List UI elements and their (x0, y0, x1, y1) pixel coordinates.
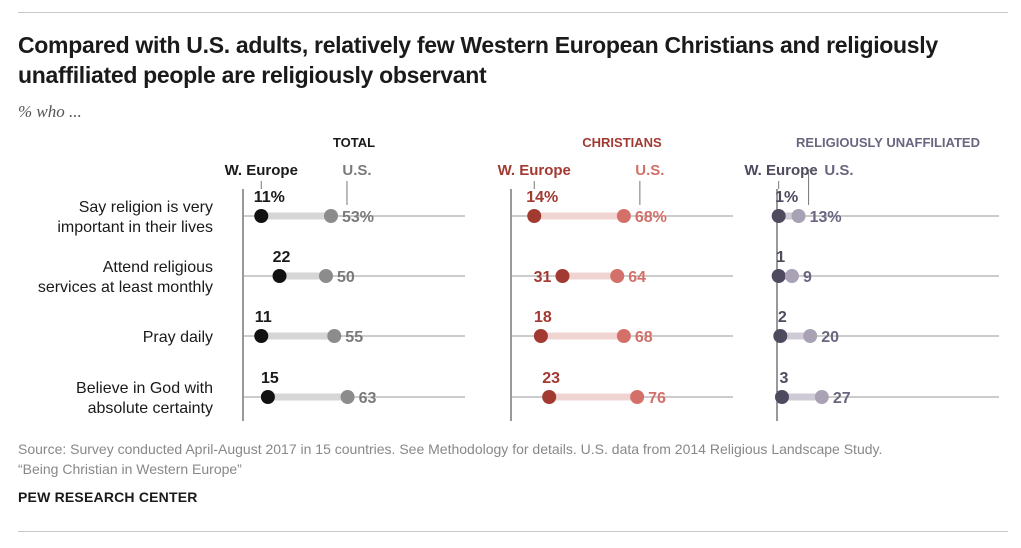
europe-dot (773, 329, 788, 343)
bottom-rule (18, 531, 1008, 532)
us-value-label: 50 (337, 269, 355, 286)
us-dot (327, 329, 342, 343)
us-value-label: 76 (648, 390, 666, 407)
europe-value-label: 15 (261, 370, 279, 387)
us-value-label: 9 (803, 269, 812, 286)
source-note: Source: Survey conducted April-August 20… (18, 439, 998, 479)
us-dot (814, 390, 829, 404)
europe-value-label: 11 (255, 309, 272, 326)
us-dot (784, 269, 799, 283)
europe-value-label: 2 (778, 309, 787, 326)
us-value-label: 13% (810, 209, 842, 226)
europe-dot (254, 329, 269, 343)
us-dot (616, 209, 631, 223)
legend-us-label: U.S. (824, 162, 853, 179)
europe-value-label: 23 (542, 370, 560, 387)
legend-us-leader (808, 169, 817, 205)
europe-dot (774, 390, 789, 404)
us-dot (791, 209, 806, 223)
source-line-2: “Being Christian in Western Europe” (18, 461, 242, 477)
category-label: Pray daily (143, 329, 213, 346)
chart-title: Compared with U.S. adults, relatively fe… (18, 32, 938, 88)
legend-us-label: U.S. (342, 162, 371, 179)
us-dot (630, 390, 645, 404)
us-value-label: 64 (628, 269, 646, 286)
category-label: absolute certainty (88, 400, 213, 417)
category-label: Say religion is very (79, 199, 213, 216)
europe-value-label: 11% (254, 189, 285, 206)
europe-dot (260, 390, 275, 404)
us-dot (319, 269, 333, 283)
europe-value-label: 31 (534, 269, 552, 286)
us-value-label: 68% (635, 209, 667, 226)
europe-dot (272, 269, 287, 283)
org-name: PEW RESEARCH CENTER (18, 489, 198, 505)
europe-dot (555, 269, 570, 283)
us-dot (803, 329, 818, 343)
us-value-label: 68 (635, 329, 653, 346)
us-value-label: 27 (833, 390, 851, 407)
europe-value-label: 22 (273, 249, 291, 266)
us-dot (610, 269, 625, 283)
europe-dot (771, 269, 786, 283)
top-rule (18, 12, 1008, 13)
us-value-label: 63 (359, 390, 377, 407)
europe-dot (533, 329, 548, 343)
legend-us-label: U.S. (635, 162, 664, 179)
europe-dot (771, 209, 786, 223)
europe-value-label: 1 (776, 249, 785, 266)
category-label: important in their lives (57, 219, 213, 236)
category-label: Attend religious (103, 259, 213, 276)
europe-value-label: 18 (534, 309, 552, 326)
europe-dot (527, 209, 542, 223)
europe-value-label: 1% (775, 189, 798, 206)
dot-plot-chart: Say religion is very important in their l… (38, 135, 999, 421)
us-value-label: 55 (345, 329, 363, 346)
panel-title: TOTAL (333, 135, 375, 150)
us-value-label: 20 (821, 329, 839, 346)
us-value-label: 53% (342, 209, 374, 226)
us-dot (616, 329, 631, 343)
panel-title: CHRISTIANS (582, 135, 662, 150)
legend-europe-label: W. Europe (744, 162, 817, 179)
source-line-1: Source: Survey conducted April-August 20… (18, 441, 883, 457)
europe-value-label: 3 (780, 370, 789, 387)
panel-title: RELIGIOUSLY UNAFFILIATED (796, 135, 980, 150)
europe-dot (542, 390, 557, 404)
category-label: Believe in God with (76, 380, 213, 397)
us-dot (323, 209, 338, 223)
europe-value-label: 14% (526, 189, 558, 206)
legend-europe-label: W. Europe (498, 162, 571, 179)
legend-europe-label: W. Europe (225, 162, 298, 179)
category-label: services at least monthly (38, 279, 213, 296)
us-dot (340, 390, 355, 404)
europe-dot (254, 209, 269, 223)
chart-subtitle: % who ... (18, 102, 82, 121)
